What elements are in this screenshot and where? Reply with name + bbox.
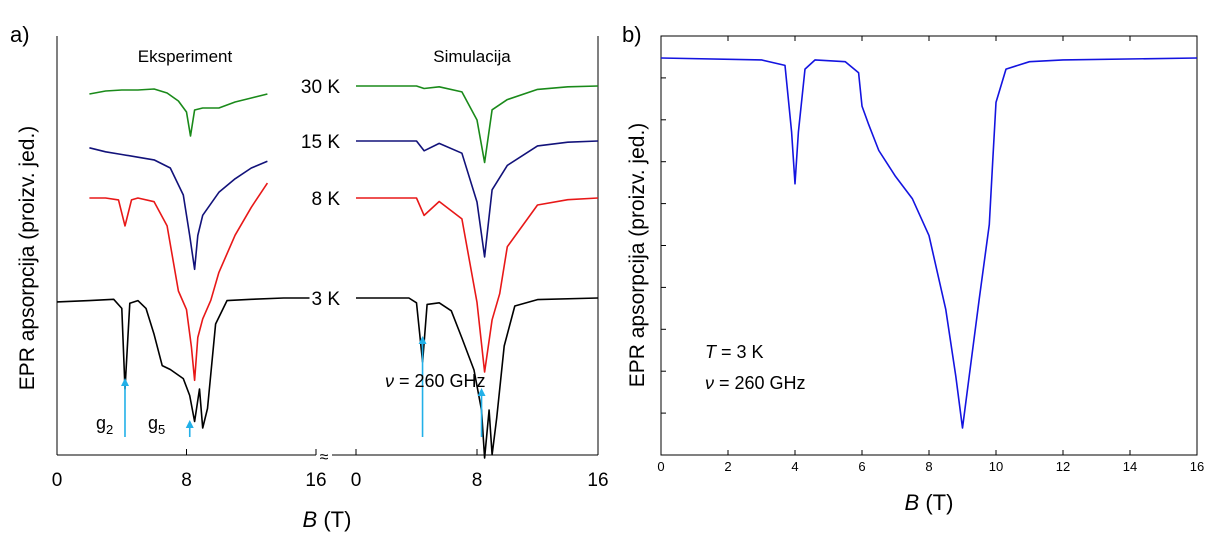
simulation-x-tick-label: 16 bbox=[587, 470, 608, 491]
panel-a-label: a) bbox=[10, 22, 30, 47]
panel-a-xlabel-unit: (T) bbox=[317, 507, 351, 532]
panel-b-x-tick-label: 14 bbox=[1123, 459, 1137, 474]
experiment-title: Eksperiment bbox=[138, 47, 233, 66]
panel-b-x-tick-label: 2 bbox=[724, 459, 731, 474]
panel-b-y-ticks bbox=[661, 78, 666, 413]
temp-label-8k: 8 K bbox=[311, 189, 340, 210]
simulation-curve-30k bbox=[356, 86, 598, 163]
simulation-title: Simulacija bbox=[433, 47, 511, 66]
panel-b-nu-symbol: ν bbox=[705, 373, 714, 393]
temp-label-15k: 15 K bbox=[301, 132, 340, 153]
experiment-x-tick-label: 0 bbox=[52, 470, 63, 491]
experiment-x-tick-label: 16 bbox=[305, 470, 326, 491]
experiment-curve-3k bbox=[57, 298, 310, 428]
panel-b-x-tick-label: 0 bbox=[657, 459, 664, 474]
panel-b-ylabel: EPR apsorpcija (proizv. jed.) bbox=[626, 123, 649, 388]
panel-a-nu-text: = 260 GHz bbox=[394, 371, 486, 391]
panel-b-x-tick-label: 16 bbox=[1190, 459, 1204, 474]
simulation-curve-8k bbox=[356, 198, 598, 372]
panel-a-frequency-label: ν = 260 GHz bbox=[385, 371, 486, 391]
experiment-curve-8k bbox=[89, 183, 267, 380]
simulation-x-tick-label: 0 bbox=[351, 470, 362, 491]
panel-b-T-text: = 3 K bbox=[716, 342, 764, 362]
experiment-x-tick-label: 8 bbox=[181, 470, 192, 491]
g2-label: g2 bbox=[96, 413, 113, 437]
panel-b-x-tick-label: 10 bbox=[989, 459, 1003, 474]
experiment-curve-15k bbox=[89, 148, 267, 269]
experiment-curve-30k bbox=[89, 89, 267, 136]
simulation-x-tick-label: 8 bbox=[472, 470, 483, 491]
simulation-curve-15k bbox=[356, 141, 598, 257]
g2-arrow-experiment-head bbox=[121, 378, 129, 386]
panel-b-xlabel-var: B bbox=[905, 490, 920, 515]
panel-b-x-tick-label: 12 bbox=[1056, 459, 1070, 474]
panel-a-ylabel: EPR apsorpcija (proizv. jed.) bbox=[16, 126, 39, 391]
panel-b-label: b) bbox=[622, 22, 642, 47]
temp-label-3k: 3 K bbox=[311, 289, 340, 310]
panel-b-frequency-label: ν = 260 GHz bbox=[705, 373, 806, 393]
panel-a: a) EPR apsorpcija (proizv. jed.) ≈ 0 8 16 0… bbox=[10, 22, 609, 532]
axis-break-mark: ≈ bbox=[320, 449, 329, 466]
panel-b-nu-text: = 260 GHz bbox=[714, 373, 806, 393]
g5-arrow-experiment-head bbox=[186, 420, 194, 428]
temperature-annotation: T = 3 K bbox=[705, 342, 764, 362]
panel-b-x-tick-label: 4 bbox=[791, 459, 798, 474]
panel-a-xlabel-var: B bbox=[303, 507, 318, 532]
temp-label-30k: 30 K bbox=[301, 77, 340, 98]
panel-a-xlabel: B (T) bbox=[303, 507, 352, 532]
panel-b-xlabel-unit: (T) bbox=[919, 490, 953, 515]
g5-label: g5 bbox=[148, 413, 165, 437]
panel-a-nu-symbol: ν bbox=[385, 371, 394, 391]
panel-b: b) EPR apsorpcija (proizv. jed.) 0 2 4 6 8 10… bbox=[622, 22, 1204, 515]
panel-b-x-ticks: 0 2 4 6 8 10 12 14 16 bbox=[657, 36, 1204, 474]
panel-b-x-tick-label: 8 bbox=[925, 459, 932, 474]
panel-b-x-tick-label: 6 bbox=[858, 459, 865, 474]
temperature-labels: 30 K 15 K 8 K 3 K bbox=[301, 77, 340, 310]
panel-b-xlabel: B (T) bbox=[905, 490, 954, 515]
